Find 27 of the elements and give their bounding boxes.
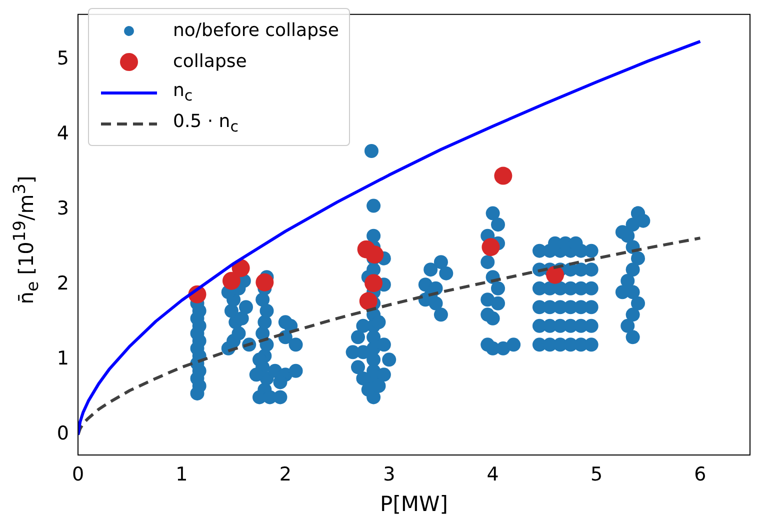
y-tick-label: 0 xyxy=(56,422,69,445)
point xyxy=(256,273,274,292)
legend-label: n$_{c}$ xyxy=(173,80,193,105)
y-tick-label: 1 xyxy=(56,348,69,370)
point xyxy=(366,246,384,264)
legend-label: no/before collapse xyxy=(173,20,339,41)
point xyxy=(494,166,512,185)
y-tick-label: 2 xyxy=(56,272,69,295)
legend-label: 0.5 · n$_{c}$ xyxy=(173,111,238,136)
x-axis-title: P[MW] xyxy=(380,492,448,516)
y-tick-label: 3 xyxy=(56,197,69,220)
x-tick-label: 0 xyxy=(72,463,84,486)
x-tick-label: 4 xyxy=(486,463,499,486)
point xyxy=(482,238,500,256)
x-tick-label: 6 xyxy=(694,463,706,486)
line-series xyxy=(78,236,702,436)
legend-label: collapse xyxy=(173,51,247,72)
y-tick-label: 5 xyxy=(56,47,69,70)
point xyxy=(364,274,383,292)
point xyxy=(222,272,240,290)
point xyxy=(359,292,378,310)
point xyxy=(546,266,564,284)
x-tick-label: 3 xyxy=(383,463,396,486)
x-tick-label: 2 xyxy=(279,463,292,486)
x-tick-label: 1 xyxy=(176,463,188,486)
x-tick-label: 5 xyxy=(590,463,603,486)
y-tick-label: 4 xyxy=(56,122,69,144)
